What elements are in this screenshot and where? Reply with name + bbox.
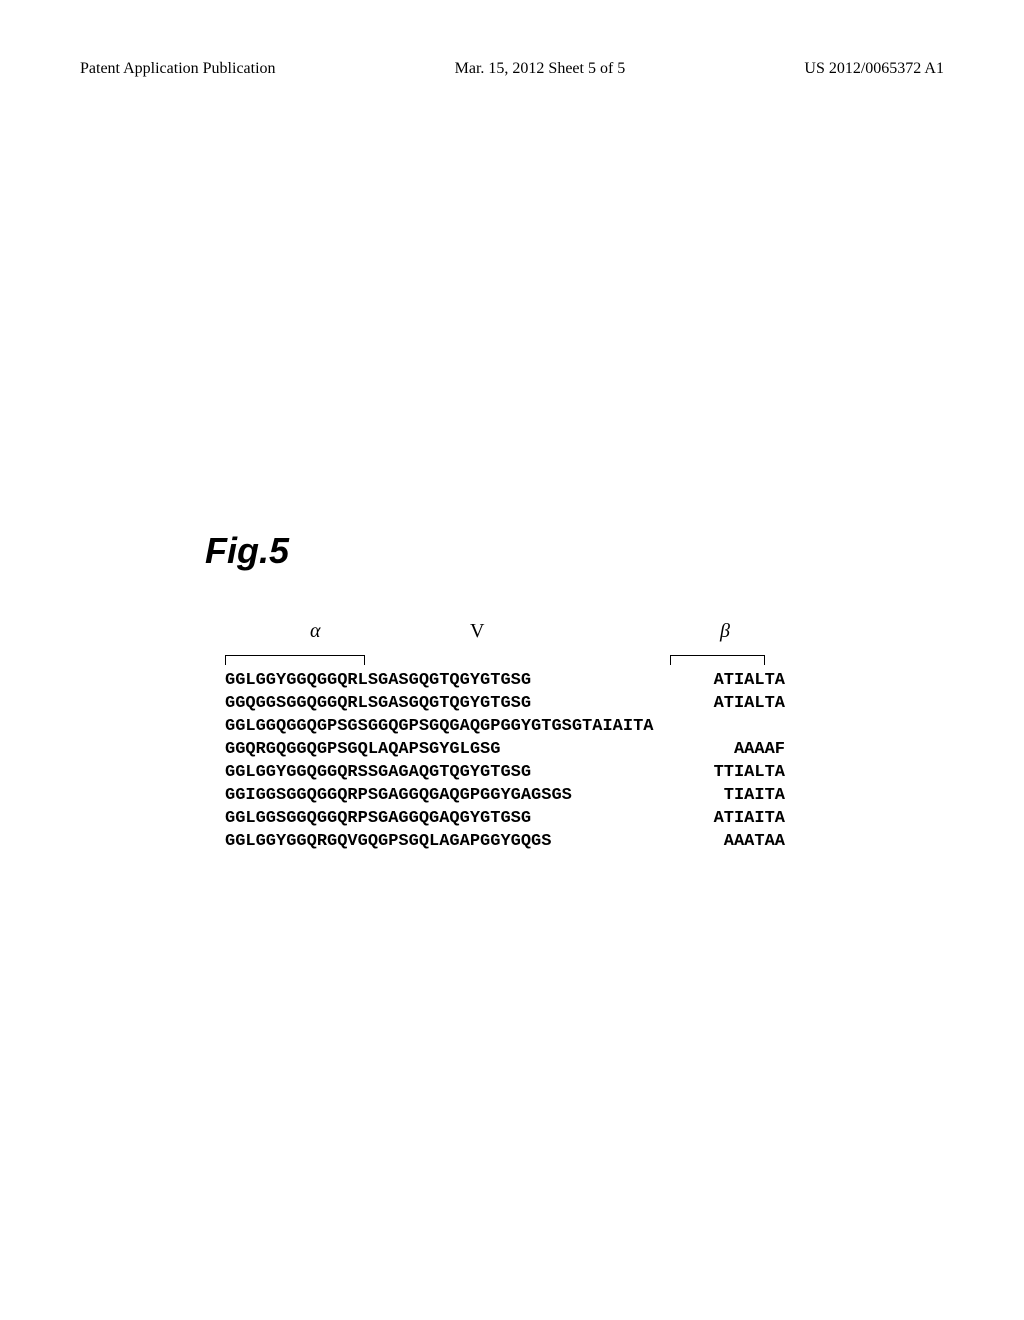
page-header: Patent Application Publication Mar. 15, … <box>80 60 944 78</box>
sequence-row: GGQRGQGGQGPSGQLAQAPSGYGLGSG AAAAF <box>225 739 785 762</box>
publication-type: Patent Application Publication <box>80 60 276 78</box>
bracket-row <box>225 655 785 670</box>
column-header-beta: β <box>720 620 730 643</box>
sequence-row: GGQGGSGGQGGQRLSGASGQGTQGYGTGSG ATIALTA <box>225 693 785 716</box>
sequence-right: AAATAA <box>724 831 785 854</box>
sequence-left: GGQGGSGGQGGQRLSGASGQGTQGYGTGSG <box>225 693 531 716</box>
sequence-table: α V β GGLGGYGGQGGQRLSGASGQGTQGYGTGSG ATI… <box>225 620 785 854</box>
column-header-alpha: α <box>310 620 321 643</box>
sequence-left: GGLGGSGGQGGQRPSGAGGQGAQGYGTGSG <box>225 808 531 831</box>
sequence-left: GGLGGQGGQGPSGSGGQGPSGQGAQGPGGYGTGSGTAIAI… <box>225 716 653 739</box>
sequence-left: GGQRGQGGQGPSGQLAQAPSGYGLGSG <box>225 739 500 762</box>
sequence-right: ATIAITA <box>714 808 785 831</box>
sequence-left: GGLGGYGGQRGQVGQGPSGQLAGAPGGYGQGS <box>225 831 551 854</box>
sequence-row: GGIGGSGGQGGQRPSGAGGQGAQGPGGYGAGSGS TIAIT… <box>225 785 785 808</box>
sequence-row: GGLGGYGGQGGQRLSGASGQGTQGYGTGSG ATIALTA <box>225 670 785 693</box>
figure-label: Fig.5 <box>205 530 289 572</box>
bracket-alpha <box>225 655 365 665</box>
sequence-right: ATIALTA <box>714 693 785 716</box>
sequence-row: GGLGGQGGQGPSGSGGQGPSGQGAQGPGGYGTGSGTAIAI… <box>225 716 785 739</box>
sequence-left: GGLGGYGGQGGQRSSGAGAQGTQGYGTGSG <box>225 762 531 785</box>
sequence-right: ATIALTA <box>714 670 785 693</box>
sequence-right: TIAITA <box>724 785 785 808</box>
sequence-row: GGLGGYGGQGGQRSSGAGAQGTQGYGTGSG TTIALTA <box>225 762 785 785</box>
sequence-left: GGIGGSGGQGGQRPSGAGGQGAQGPGGYGAGSGS <box>225 785 572 808</box>
column-headers: α V β <box>225 620 785 650</box>
sequence-row: GGLGGSGGQGGQRPSGAGGQGAQGYGTGSG ATIAITA <box>225 808 785 831</box>
date-sheet-info: Mar. 15, 2012 Sheet 5 of 5 <box>455 60 626 78</box>
column-header-v: V <box>470 620 484 643</box>
sequence-left: GGLGGYGGQGGQRLSGASGQGTQGYGTGSG <box>225 670 531 693</box>
sequence-right: TTIALTA <box>714 762 785 785</box>
publication-number: US 2012/0065372 A1 <box>804 60 944 78</box>
sequence-row: GGLGGYGGQRGQVGQGPSGQLAGAPGGYGQGS AAATAA <box>225 831 785 854</box>
sequence-right: AAAAF <box>734 739 785 762</box>
page-container: Patent Application Publication Mar. 15, … <box>0 0 1024 1320</box>
bracket-beta <box>670 655 765 665</box>
